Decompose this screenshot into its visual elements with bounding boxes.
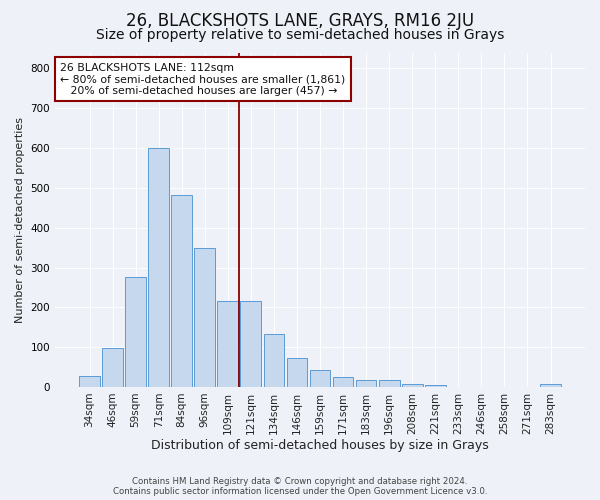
- Bar: [217, 300, 238, 387]
- Y-axis label: Number of semi-detached properties: Number of semi-detached properties: [15, 116, 25, 322]
- Text: 26 BLACKSHOTS LANE: 112sqm
← 80% of semi-detached houses are smaller (1,861)
   : 26 BLACKSHOTS LANE: 112sqm ← 80% of semi…: [61, 62, 346, 96]
- Bar: [310, 370, 331, 387]
- Bar: [425, 385, 446, 387]
- Bar: [332, 377, 353, 387]
- Bar: [148, 148, 169, 387]
- X-axis label: Distribution of semi-detached houses by size in Grays: Distribution of semi-detached houses by …: [151, 440, 489, 452]
- Bar: [241, 300, 261, 387]
- Bar: [379, 380, 400, 387]
- Bar: [356, 380, 376, 387]
- Bar: [125, 278, 146, 387]
- Bar: [263, 334, 284, 387]
- Bar: [79, 376, 100, 387]
- Bar: [102, 348, 123, 387]
- Text: Size of property relative to semi-detached houses in Grays: Size of property relative to semi-detach…: [96, 28, 504, 42]
- Bar: [402, 384, 422, 387]
- Bar: [172, 195, 192, 387]
- Bar: [287, 358, 307, 387]
- Bar: [540, 384, 561, 387]
- Bar: [194, 248, 215, 387]
- Text: Contains HM Land Registry data © Crown copyright and database right 2024.
Contai: Contains HM Land Registry data © Crown c…: [113, 476, 487, 496]
- Text: 26, BLACKSHOTS LANE, GRAYS, RM16 2JU: 26, BLACKSHOTS LANE, GRAYS, RM16 2JU: [126, 12, 474, 30]
